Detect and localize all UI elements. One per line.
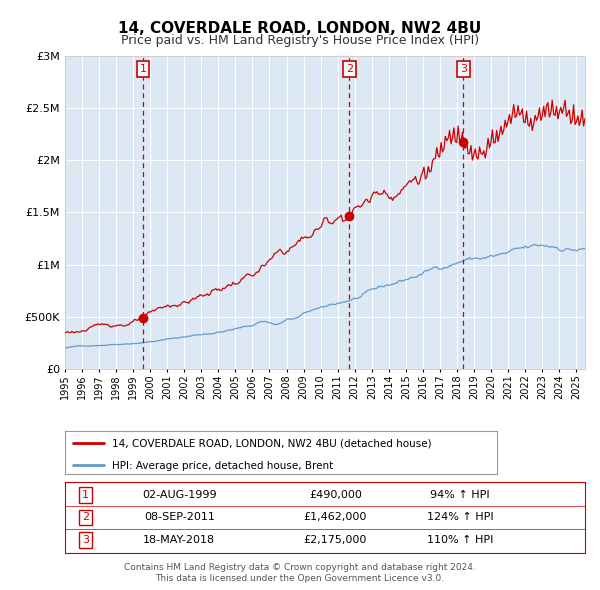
Text: 02-AUG-1999: 02-AUG-1999 [142,490,217,500]
Text: 2: 2 [82,513,89,522]
Text: This data is licensed under the Open Government Licence v3.0.: This data is licensed under the Open Gov… [155,573,445,583]
Text: 94% ↑ HPI: 94% ↑ HPI [430,490,490,500]
Text: Contains HM Land Registry data © Crown copyright and database right 2024.: Contains HM Land Registry data © Crown c… [124,563,476,572]
Text: 2: 2 [346,64,353,74]
Text: 14, COVERDALE ROAD, LONDON, NW2 4BU: 14, COVERDALE ROAD, LONDON, NW2 4BU [118,21,482,35]
Text: Price paid vs. HM Land Registry's House Price Index (HPI): Price paid vs. HM Land Registry's House … [121,34,479,47]
Text: 3: 3 [82,535,89,545]
Text: £1,462,000: £1,462,000 [304,513,367,522]
Text: 18-MAY-2018: 18-MAY-2018 [143,535,215,545]
Text: £490,000: £490,000 [309,490,362,500]
Text: 1: 1 [139,64,146,74]
Text: 08-SEP-2011: 08-SEP-2011 [144,513,215,522]
Text: 110% ↑ HPI: 110% ↑ HPI [427,535,493,545]
Text: 1: 1 [82,490,89,500]
Text: 3: 3 [460,64,467,74]
Text: 124% ↑ HPI: 124% ↑ HPI [427,513,493,522]
Text: £2,175,000: £2,175,000 [304,535,367,545]
Text: 14, COVERDALE ROAD, LONDON, NW2 4BU (detached house): 14, COVERDALE ROAD, LONDON, NW2 4BU (det… [112,439,432,449]
Text: HPI: Average price, detached house, Brent: HPI: Average price, detached house, Bren… [112,461,334,471]
